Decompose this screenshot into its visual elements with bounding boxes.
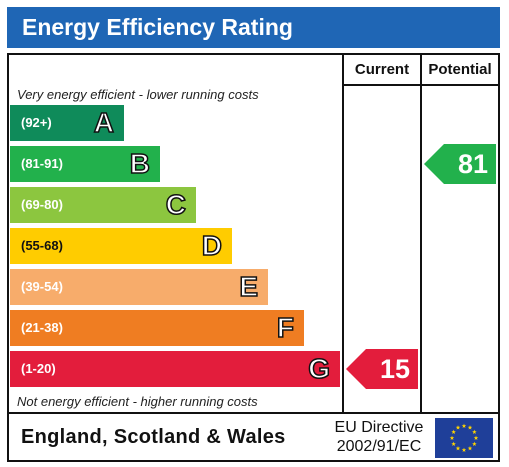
eu-star-icon [467,425,473,430]
potential-column-header: Potential [428,61,492,78]
eu-directive: EU Directive 2002/91/EC [325,418,433,456]
directive-line-2: 2002/91/EC [336,438,422,455]
current-column-header: Current [354,61,410,78]
band-letter-d: D [201,229,223,262]
band-range-d: (55-68) [21,238,63,253]
eu-star-icon [461,423,467,428]
band-e: (39-54) E [10,269,268,305]
band-range-g: (1-20) [21,361,56,376]
eu-star-icon [472,441,477,446]
current-rating-arrow-value: 15 [379,354,410,384]
eu-star-icon [467,445,473,451]
band-letter-e: E [239,270,259,303]
directive-line-1: EU Directive [334,419,424,436]
band-f: (21-38) F [10,310,304,346]
eu-star-icon [472,429,477,434]
band-c: (69-80) C [10,187,196,223]
current-rating-arrow: 15 [346,349,418,389]
eu-star-icon [455,445,461,451]
band-range-b: (81-91) [21,156,63,171]
eu-star-icon [449,435,455,440]
band-d: (55-68) D [10,228,232,264]
inefficient-note: Not energy efficient - higher running co… [17,394,258,409]
band-range-c: (69-80) [21,197,63,212]
band-b: (81-91) B [10,146,160,182]
region-label: England, Scotland & Wales [21,426,286,448]
eu-star-icon [451,441,456,446]
eu-star-icon [473,435,479,440]
page-title: Energy Efficiency Rating [7,7,500,48]
band-a: (92+) A [10,105,124,141]
efficient-note: Very energy efficient - lower running co… [17,87,259,102]
eu-flag-icon [435,418,493,458]
current-column-divider [342,55,344,412]
band-range-f: (21-38) [21,320,63,335]
band-letter-g: G [307,352,330,385]
band-g: (1-20) G [10,351,340,387]
footer: England, Scotland & Wales EU Directive 2… [7,414,500,462]
potential-column-divider [420,55,422,412]
potential-rating-arrow-value: 81 [457,149,488,179]
band-letter-c: C [165,188,187,221]
band-letter-a: A [93,106,115,139]
band-letter-b: B [129,147,151,180]
header-row-divider [342,84,498,86]
eu-star-icon [455,425,461,430]
potential-rating-arrow: 81 [424,144,496,184]
band-range-e: (39-54) [21,279,63,294]
rating-chart: Current Potential Very energy efficient … [7,53,500,414]
band-letter-f: F [276,311,295,344]
band-range-a: (92+) [21,115,52,130]
eu-star-icon [461,447,467,452]
eu-star-icon [451,429,456,434]
